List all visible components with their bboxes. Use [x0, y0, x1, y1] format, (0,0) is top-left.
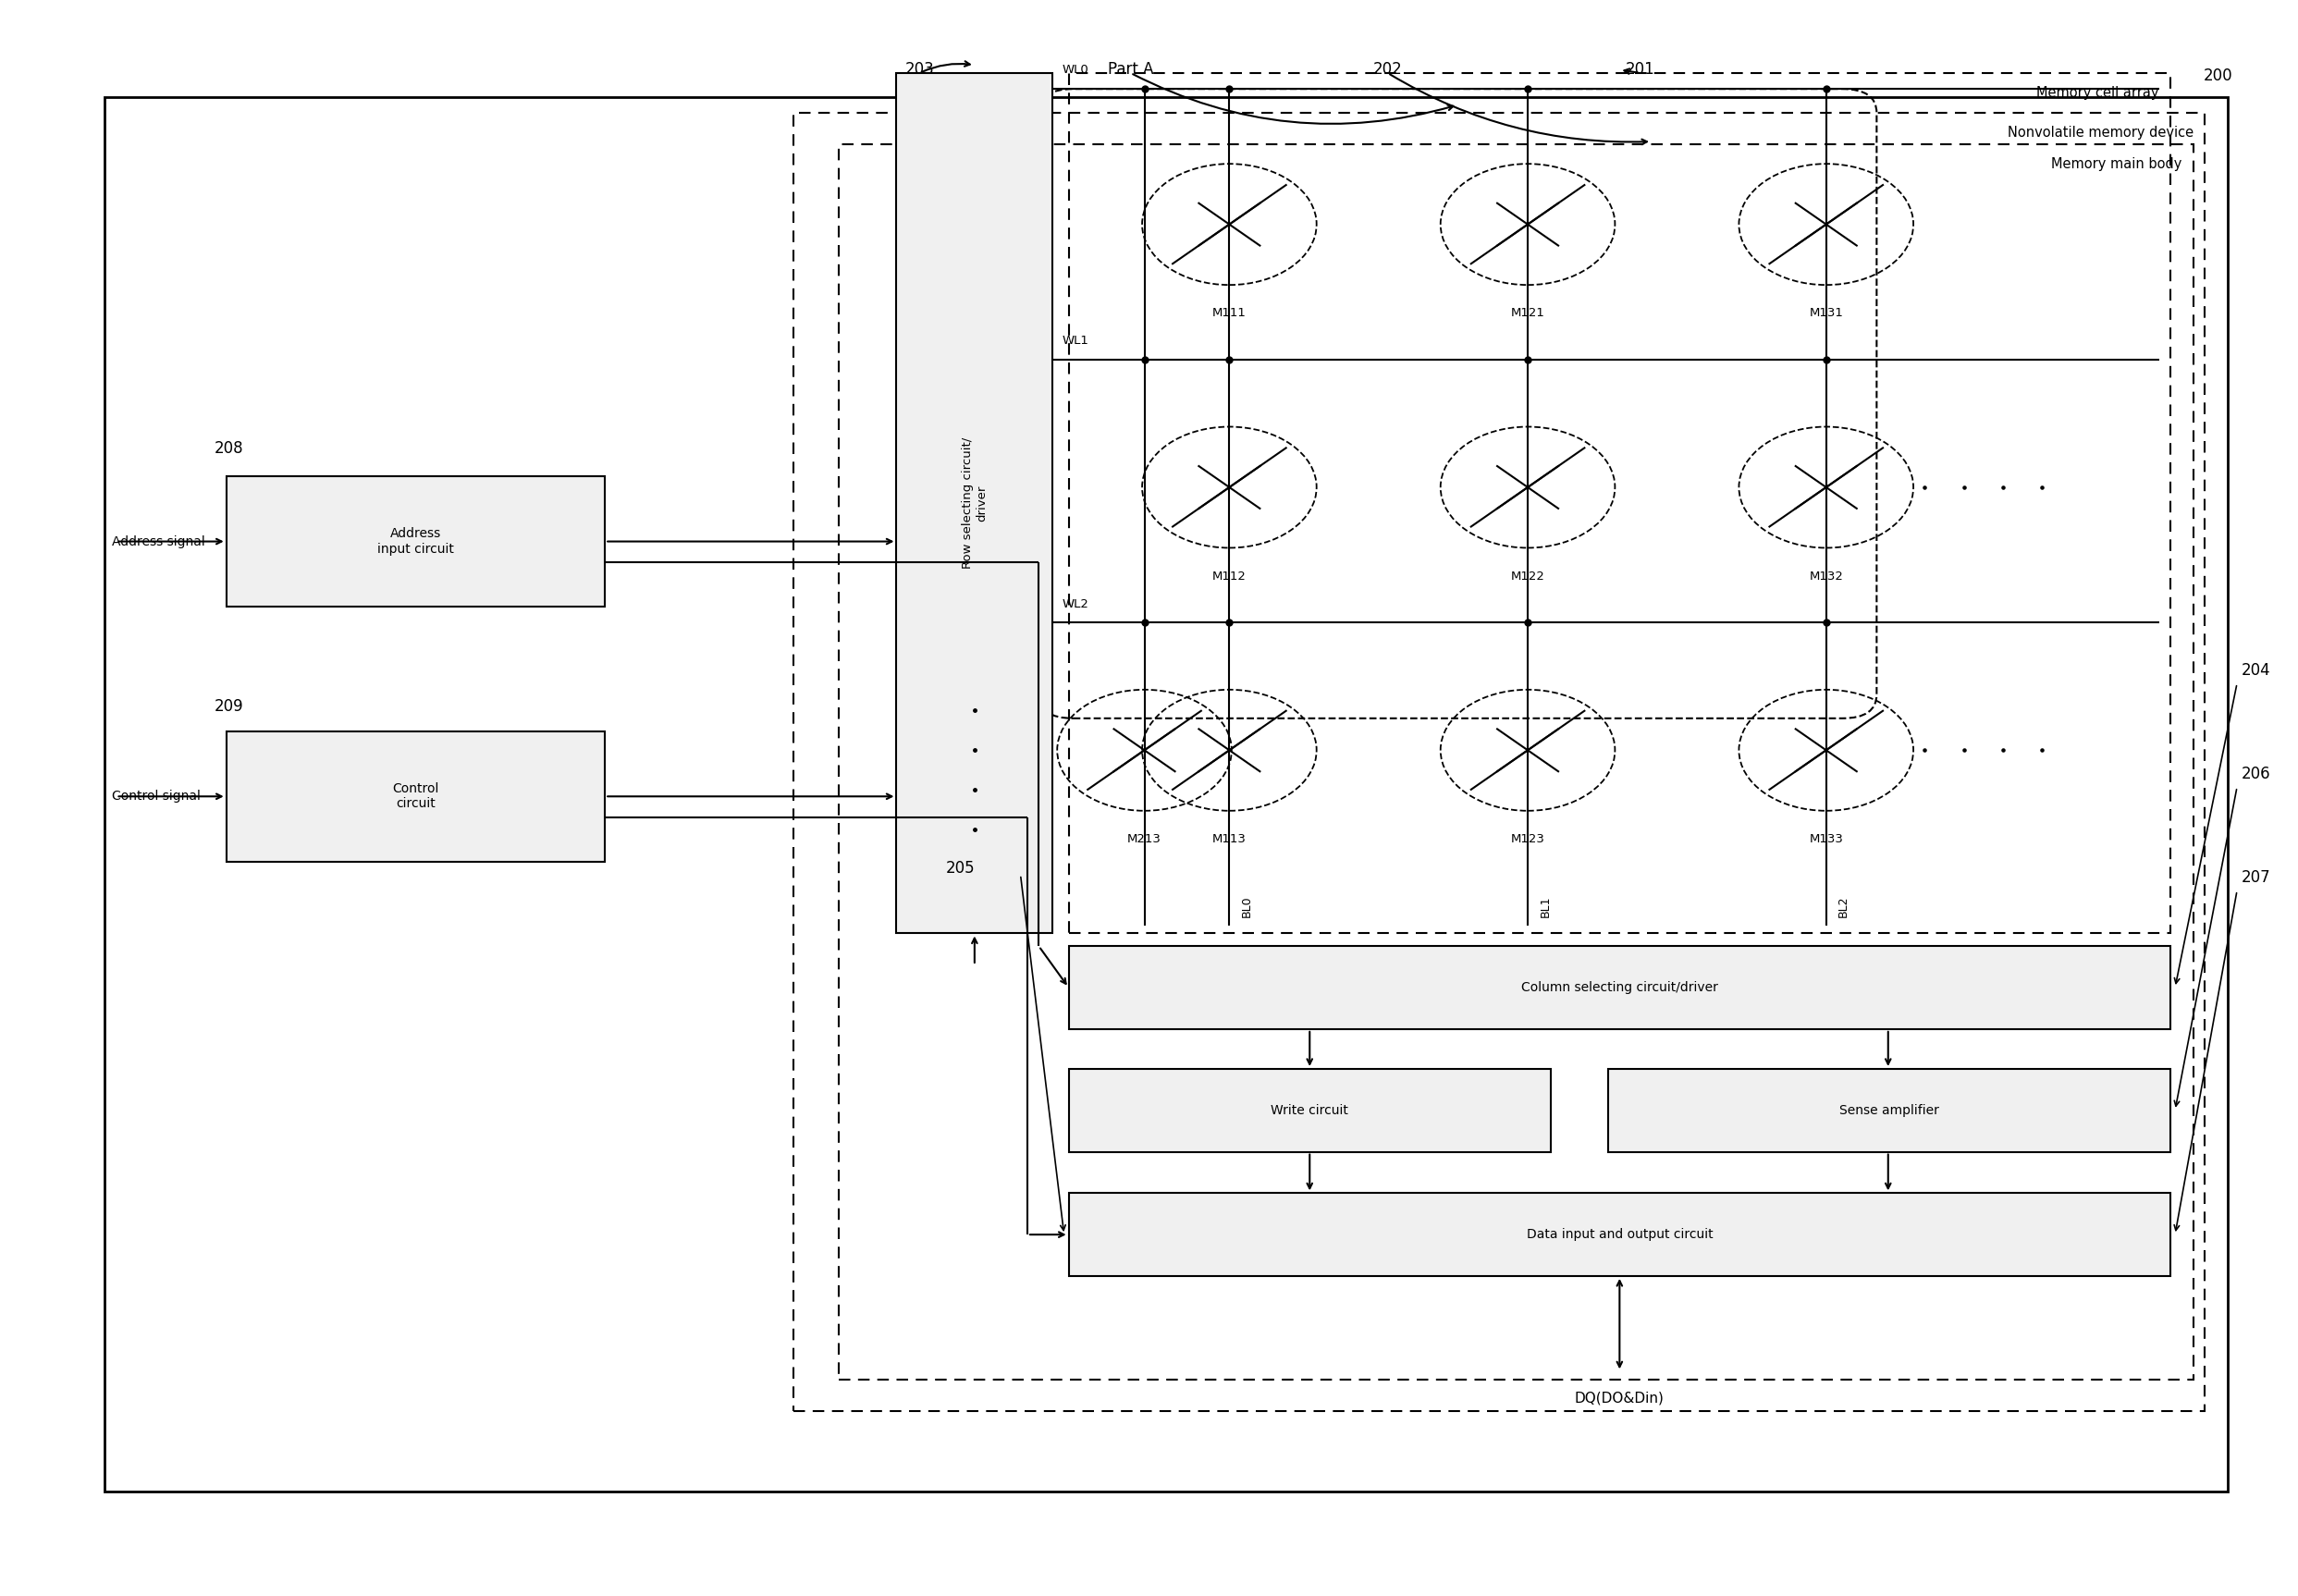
Text: 205: 205 — [947, 860, 974, 876]
Text: Memory main body: Memory main body — [2052, 158, 2181, 171]
Text: Address
input circuit: Address input circuit — [377, 528, 455, 555]
Text: M213: M213 — [1128, 833, 1160, 844]
Text: M113: M113 — [1213, 833, 1246, 844]
Text: Nonvolatile memory device: Nonvolatile memory device — [2008, 126, 2192, 139]
Text: WL0: WL0 — [1062, 64, 1089, 77]
Text: M133: M133 — [1809, 833, 1843, 844]
Text: Row selecting circuit/
driver: Row selecting circuit/ driver — [961, 437, 988, 570]
Text: WL2: WL2 — [1062, 598, 1089, 610]
Text: M112: M112 — [1213, 570, 1246, 583]
Text: 209: 209 — [214, 699, 244, 715]
Text: BL0: BL0 — [1241, 895, 1252, 918]
Text: Column selecting circuit/driver: Column selecting circuit/driver — [1521, 982, 1719, 994]
Text: 202: 202 — [1372, 61, 1402, 78]
Text: M131: M131 — [1809, 306, 1843, 319]
Text: 208: 208 — [214, 440, 244, 456]
Text: 203: 203 — [905, 61, 935, 78]
Text: 207: 207 — [2241, 870, 2270, 886]
Text: Control signal: Control signal — [113, 790, 200, 803]
Text: M132: M132 — [1809, 570, 1843, 583]
Text: DQ(DO&Din): DQ(DO&Din) — [1574, 1390, 1664, 1404]
FancyBboxPatch shape — [1069, 1194, 2172, 1277]
Text: 204: 204 — [2241, 662, 2270, 678]
FancyBboxPatch shape — [1069, 946, 2172, 1029]
Text: BL2: BL2 — [1838, 895, 1850, 918]
FancyBboxPatch shape — [896, 73, 1052, 934]
Text: WL1: WL1 — [1062, 335, 1089, 346]
Text: 200: 200 — [2204, 67, 2231, 85]
Text: 206: 206 — [2241, 766, 2270, 782]
Text: Data input and output circuit: Data input and output circuit — [1526, 1229, 1712, 1242]
Text: Write circuit: Write circuit — [1271, 1104, 1349, 1117]
FancyBboxPatch shape — [225, 731, 604, 862]
Text: Address signal: Address signal — [113, 535, 205, 547]
Text: BL1: BL1 — [1540, 895, 1551, 918]
FancyBboxPatch shape — [225, 476, 604, 606]
Text: Memory cell array: Memory cell array — [2036, 86, 2160, 99]
Text: Part A: Part A — [1108, 61, 1154, 78]
Text: M121: M121 — [1510, 306, 1544, 319]
Text: Control
circuit: Control circuit — [393, 782, 439, 811]
Text: M123: M123 — [1510, 833, 1544, 844]
Text: Sense amplifier: Sense amplifier — [1838, 1104, 1940, 1117]
FancyBboxPatch shape — [1609, 1069, 2172, 1152]
Text: M111: M111 — [1213, 306, 1246, 319]
Text: M122: M122 — [1510, 570, 1544, 583]
Text: 201: 201 — [1625, 61, 1655, 78]
FancyBboxPatch shape — [1069, 1069, 1551, 1152]
